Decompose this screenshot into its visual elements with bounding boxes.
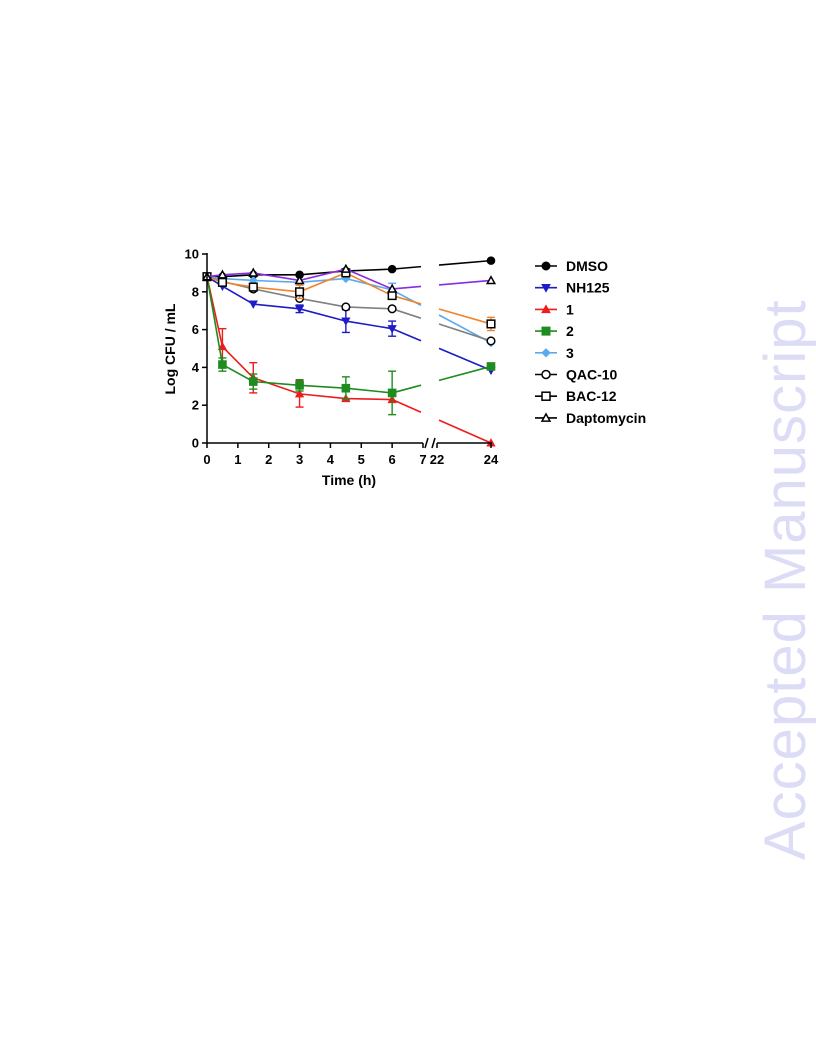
data-point	[486, 362, 496, 371]
y-tick-label: 10	[185, 247, 199, 262]
legend-marker	[541, 304, 551, 314]
legend-label: BAC-12	[566, 388, 617, 404]
legend-label: 3	[566, 345, 574, 361]
legend-marker	[541, 348, 551, 358]
legend-marker	[541, 326, 551, 336]
axis-break-mark	[424, 437, 429, 449]
y-tick-label: 2	[192, 398, 199, 413]
data-point	[341, 302, 351, 312]
series-line	[438, 323, 492, 342]
data-point	[387, 304, 397, 314]
series-line	[391, 294, 422, 305]
legend-label: 2	[566, 323, 574, 339]
data-point	[217, 341, 228, 351]
legend-item: BAC-12	[535, 388, 617, 404]
data-point	[295, 287, 305, 297]
y-tick-label: 4	[192, 360, 200, 375]
series-line	[391, 398, 422, 413]
data-point	[294, 389, 305, 398]
legend-marker	[541, 391, 551, 401]
series-line	[206, 276, 393, 401]
data-point	[387, 291, 397, 301]
y-axis-label: Log CFU / mL	[162, 303, 178, 394]
data-point	[485, 275, 497, 285]
data-point	[248, 267, 259, 277]
series-nh125	[202, 273, 496, 376]
x-tick-label: 5	[358, 452, 365, 467]
legend-marker	[541, 369, 551, 380]
x-axis-label: Time (h)	[322, 472, 376, 488]
legend-item: DMSO	[535, 258, 608, 274]
legend: DMSO NH125 1 2 3 QAC-10 BAC-12 Daptomycin	[535, 258, 646, 426]
y-tick-label: 0	[192, 436, 199, 451]
data-point	[295, 381, 304, 390]
plot-area	[201, 256, 497, 447]
legend-label: QAC-10	[566, 367, 618, 383]
data-point	[248, 377, 258, 386]
data-point	[294, 305, 305, 314]
legend-item: 3	[535, 345, 574, 361]
series-1	[202, 271, 496, 447]
legend-label: DMSO	[566, 258, 608, 274]
data-point	[340, 263, 351, 273]
x-tick-label: 4	[327, 452, 335, 467]
legend-item: QAC-10	[535, 367, 618, 383]
data-point	[341, 317, 351, 326]
data-point	[387, 283, 398, 293]
legend-label: 1	[566, 301, 574, 317]
data-point	[486, 319, 496, 329]
data-point	[387, 388, 397, 398]
series-line	[391, 384, 422, 394]
data-point	[387, 325, 397, 334]
data-point	[294, 275, 305, 285]
series-line	[438, 259, 492, 266]
legend-item: 2	[535, 323, 574, 339]
series-line	[392, 265, 422, 270]
series-line	[438, 279, 492, 286]
data-point	[387, 264, 397, 274]
data-point	[341, 383, 351, 393]
data-point	[218, 360, 227, 369]
y-tick-label: 8	[192, 284, 199, 299]
x-tick-label: 1	[234, 452, 241, 467]
legend-marker	[541, 261, 551, 271]
legend-item: 1	[535, 301, 574, 317]
axis-break-mark	[431, 437, 436, 449]
series-line	[392, 285, 422, 290]
data-point	[486, 336, 496, 346]
legend-label: NH125	[566, 280, 610, 296]
legend-item: Daptomycin	[535, 410, 646, 426]
x-tick-label: 2	[265, 452, 272, 467]
legend-marker	[541, 284, 551, 293]
series-line	[206, 276, 393, 394]
legend-item: NH125	[535, 280, 610, 296]
x-tick-label: 3	[296, 452, 303, 467]
x-tick-label: 6	[389, 452, 396, 467]
series-line	[438, 347, 492, 371]
series-line	[391, 327, 422, 342]
x-tick-label: 7	[419, 452, 426, 467]
x-tick-label: 0	[203, 452, 210, 467]
series-line	[391, 308, 422, 319]
data-point	[217, 277, 227, 287]
data-point	[217, 269, 228, 279]
legend-label: Daptomycin	[566, 410, 646, 426]
series-line	[438, 365, 492, 382]
x-tick-label: 24	[484, 452, 499, 467]
series-line	[438, 419, 492, 444]
series-2	[202, 272, 496, 416]
data-point	[486, 256, 496, 265]
data-point	[248, 300, 258, 309]
series-line	[438, 308, 492, 325]
y-tick-label: 6	[192, 322, 199, 337]
legend-marker	[540, 412, 552, 422]
x-tick-label: 22	[430, 452, 444, 467]
series-daptomycin	[201, 263, 497, 293]
data-point	[248, 282, 258, 292]
watermark-text: Accepted Manuscript	[753, 299, 816, 860]
